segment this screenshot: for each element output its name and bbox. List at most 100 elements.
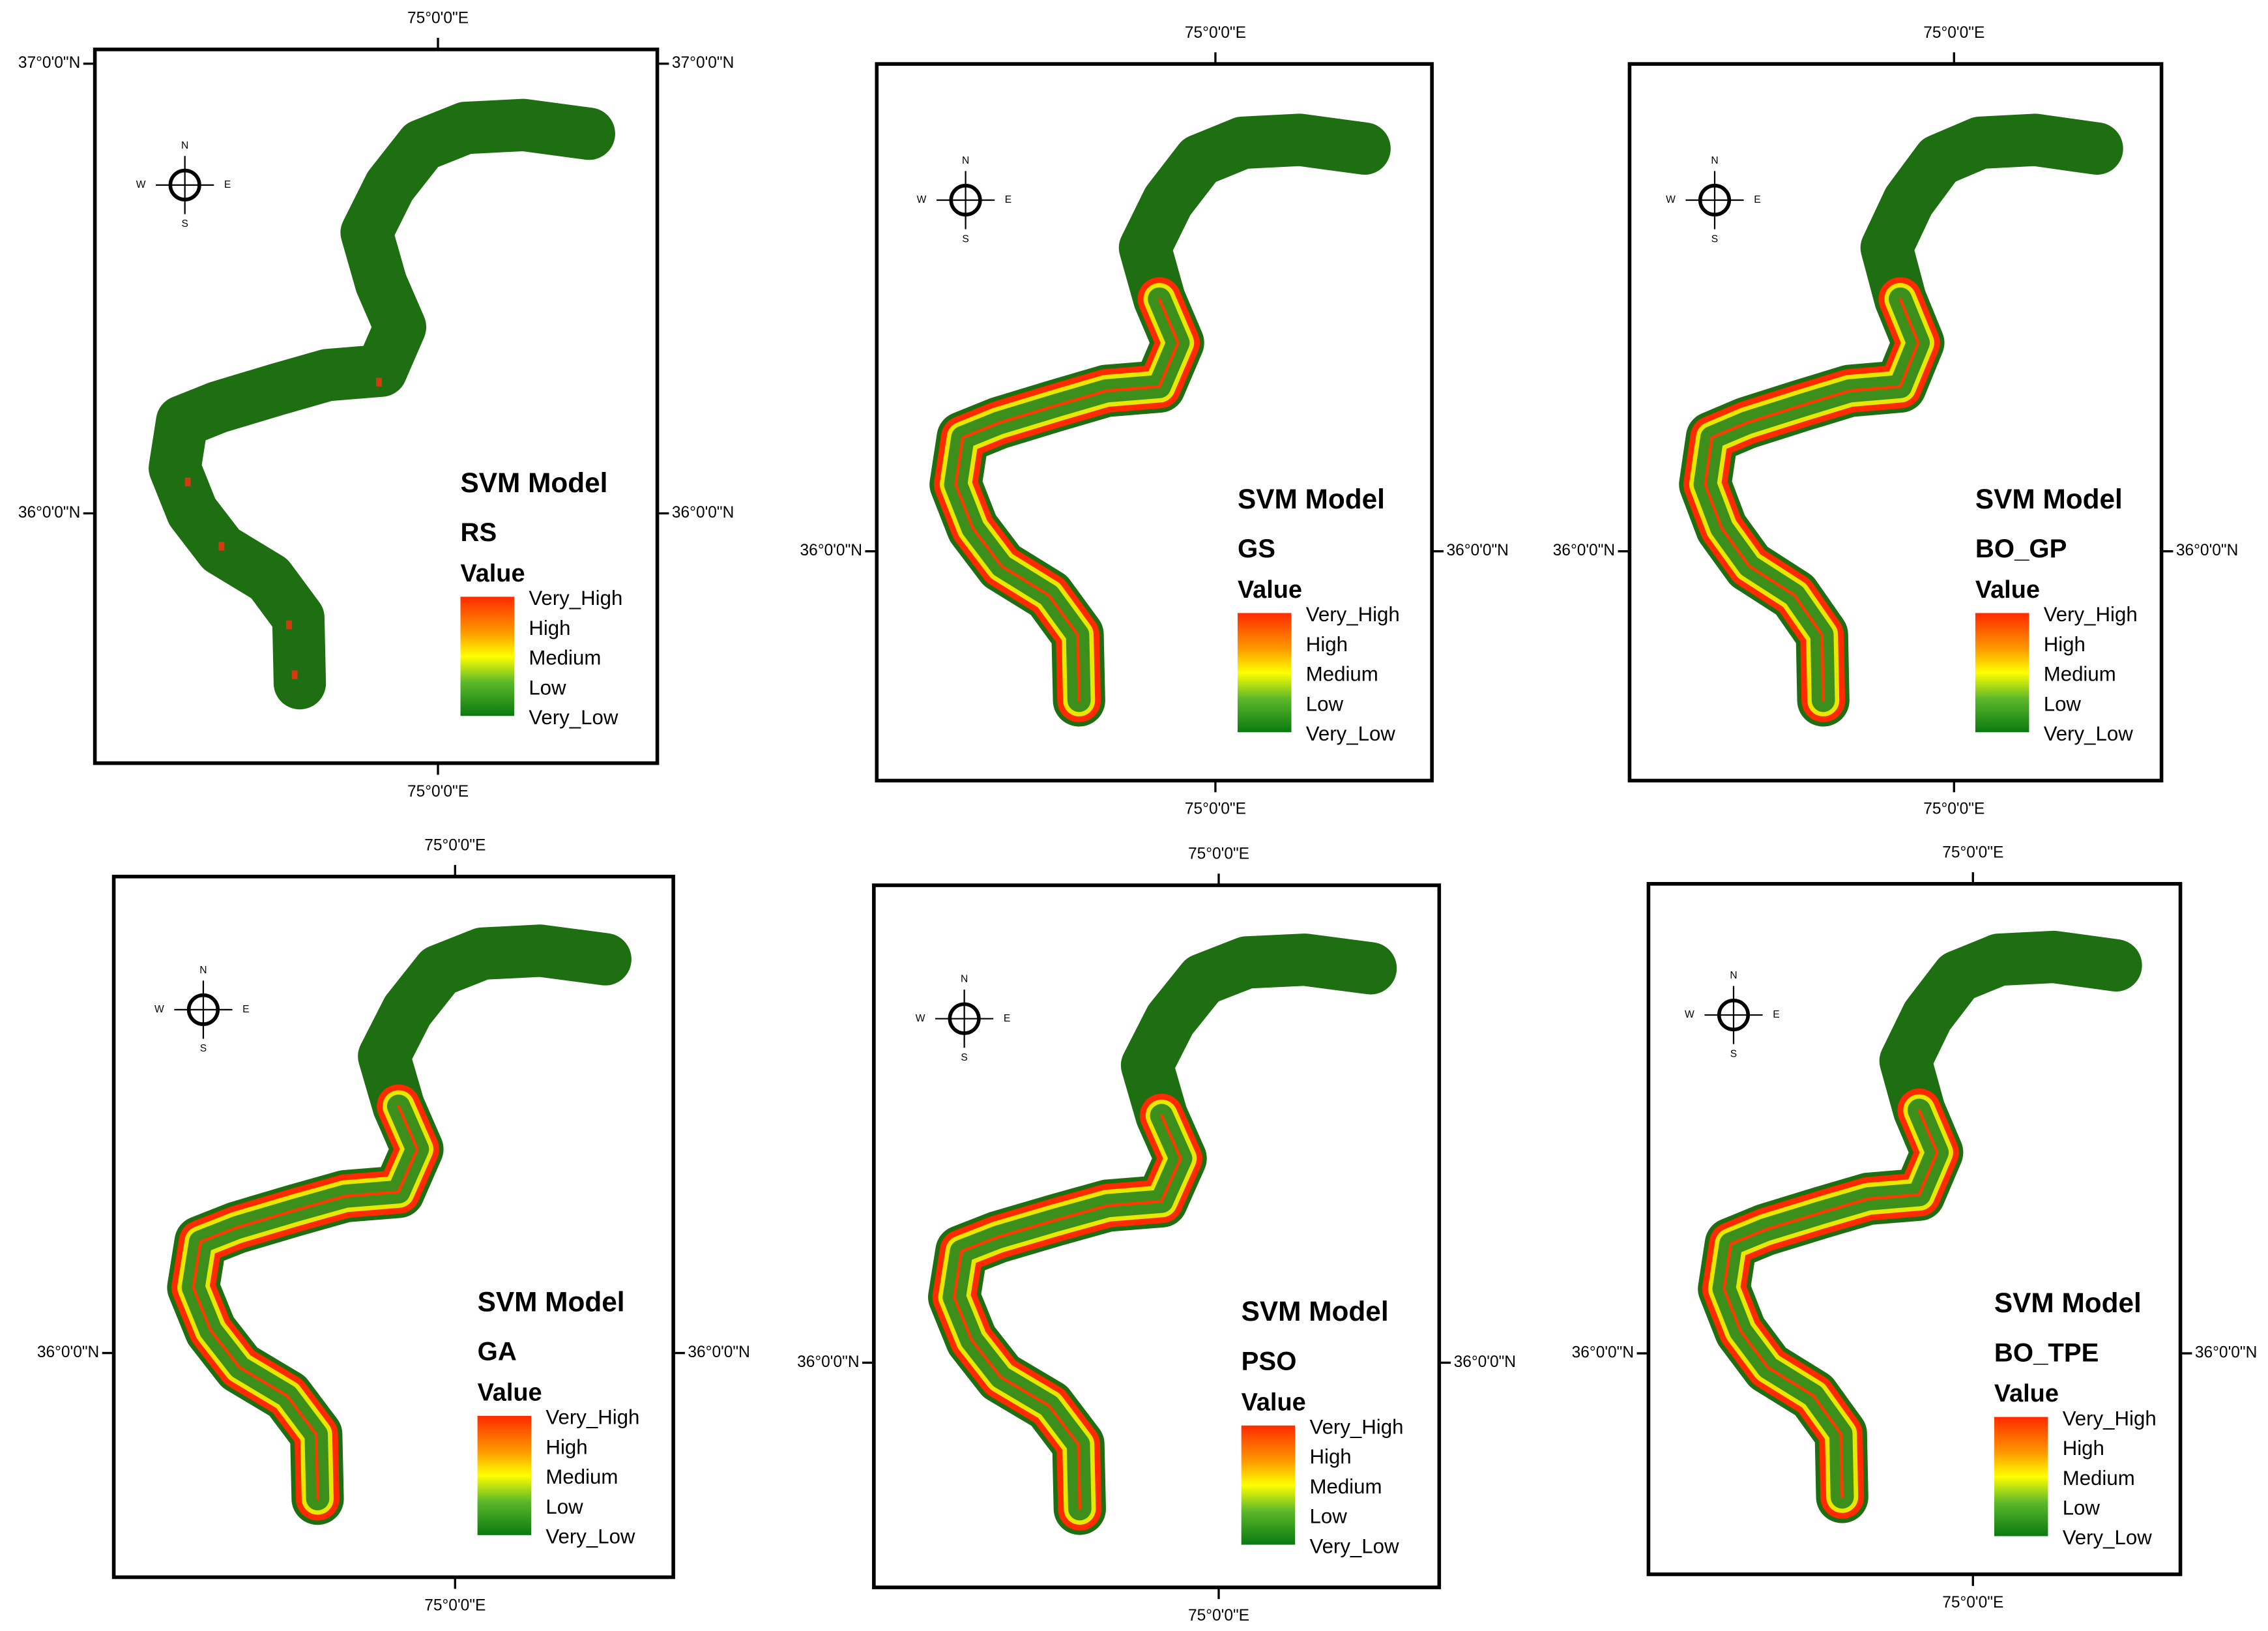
latitude-label: 36°0'0"N: [800, 542, 862, 559]
compass-cross: [936, 171, 995, 229]
compass-letter: W: [917, 194, 927, 205]
hazard-spot: [376, 377, 383, 387]
longitude-label: 75°0'0"E: [1188, 1607, 1249, 1624]
hazard-channel: [192, 1104, 419, 1501]
compass-letter: N: [181, 140, 188, 151]
latitude-label: 36°0'0"N: [672, 504, 734, 522]
legend-label: Medium: [545, 1465, 618, 1488]
model-name: GA: [478, 1337, 517, 1366]
compass-letter: E: [1005, 194, 1011, 205]
legend-label: Low: [529, 676, 566, 699]
legend-label: Low: [1306, 692, 1344, 715]
model-name: BO_TPE: [1994, 1338, 2099, 1367]
compass-letter: S: [961, 1052, 967, 1063]
hazard-spot: [184, 477, 191, 487]
compass-letter: W: [136, 179, 146, 190]
legend-label: Very_Low: [2044, 722, 2133, 745]
value-label: Value: [1238, 576, 1302, 604]
legend-label: High: [545, 1435, 587, 1458]
legend-label: Very_Low: [529, 706, 618, 729]
latitude-label: 36°0'0"N: [2195, 1344, 2257, 1362]
legend-label: Very_High: [545, 1406, 639, 1429]
longitude-label: 75°0'0"E: [1923, 801, 1984, 818]
compass-cross: [1704, 986, 1763, 1044]
compass-letter: W: [916, 1013, 925, 1024]
compass-letter: E: [224, 179, 231, 190]
compass-letter: N: [1730, 970, 1737, 981]
longitude-label: 75°0'0"E: [1923, 24, 1984, 42]
compass-letter: S: [962, 233, 968, 244]
latitude-label: 36°0'0"N: [1446, 542, 1508, 559]
value-label: Value: [461, 560, 525, 587]
legend-label: Medium: [2063, 1467, 2135, 1490]
latitude-label: 36°0'0"N: [688, 1344, 749, 1361]
longitude-label: 75°0'0"E: [1185, 24, 1246, 42]
value-label: Value: [1994, 1380, 2059, 1407]
compass-letter: S: [181, 218, 188, 229]
legend-title: SVM Model: [461, 467, 608, 498]
legend-label: Low: [2044, 692, 2082, 715]
legend-label: Very_High: [1306, 603, 1400, 626]
map-frame: [1627, 62, 2164, 783]
longitude-label: 75°0'0"E: [407, 9, 469, 27]
model-name: PSO: [1242, 1346, 1297, 1375]
longitude-label: 75°0'0"E: [424, 836, 486, 854]
legend-label: Very_High: [529, 587, 622, 610]
legend-label: Medium: [1309, 1475, 1382, 1498]
compass-cross: [156, 156, 214, 214]
legend-label: Medium: [2044, 663, 2116, 686]
compass-letter: E: [242, 1004, 249, 1015]
compass-letter: N: [962, 155, 969, 166]
compass-cross: [1685, 171, 1744, 229]
hazard-channel: [1723, 1109, 1939, 1499]
value-label: Value: [1242, 1389, 1306, 1416]
legend-label: Low: [2063, 1496, 2101, 1519]
latitude-label: 36°0'0"N: [1454, 1353, 1516, 1371]
model-name: BO_GP: [1975, 534, 2067, 563]
color-ramp: [460, 596, 515, 716]
latitude-label: 37°0'0"N: [18, 54, 80, 72]
compass-letter: W: [1685, 1009, 1694, 1020]
legend-label: Very_Low: [545, 1525, 635, 1548]
compass-letter: N: [1711, 155, 1718, 166]
legend-title: SVM Model: [478, 1286, 625, 1317]
compass-letter: S: [1711, 233, 1718, 244]
legend-label: Very_High: [1309, 1415, 1403, 1438]
legend-label: Low: [545, 1495, 583, 1518]
compass-cross: [935, 990, 994, 1048]
color-ramp: [1237, 613, 1292, 733]
legend-label: Very_High: [2044, 603, 2138, 626]
compass-letter: N: [199, 965, 207, 976]
color-ramp: [1975, 613, 2029, 733]
legend-label: High: [2063, 1437, 2104, 1460]
hazard-spot: [218, 542, 225, 551]
legend-label: Very_Low: [1306, 722, 1395, 745]
legend-title: SVM Model: [1975, 484, 2123, 514]
legend-title: SVM Model: [1242, 1296, 1389, 1327]
compass-letter: S: [200, 1043, 207, 1054]
model-name: RS: [461, 518, 497, 547]
hazard-channel: [1704, 297, 1920, 702]
latitude-label: 37°0'0"N: [672, 54, 734, 72]
legend-label: Medium: [1306, 663, 1378, 686]
hazard-spot: [291, 670, 298, 679]
hazard-channel: [952, 1114, 1182, 1510]
compass-letter: S: [1730, 1048, 1737, 1059]
legend-label: High: [1309, 1445, 1351, 1468]
latitude-label: 36°0'0"N: [2176, 542, 2238, 559]
compass-letter: W: [1666, 194, 1676, 205]
color-ramp: [477, 1416, 532, 1535]
color-ramp: [1241, 1425, 1296, 1545]
legend-label: Medium: [529, 647, 601, 669]
compass-letter: N: [961, 974, 968, 985]
compass-letter: E: [1773, 1009, 1779, 1020]
longitude-label: 75°0'0"E: [424, 1597, 486, 1615]
compass-letter: E: [1754, 194, 1760, 205]
